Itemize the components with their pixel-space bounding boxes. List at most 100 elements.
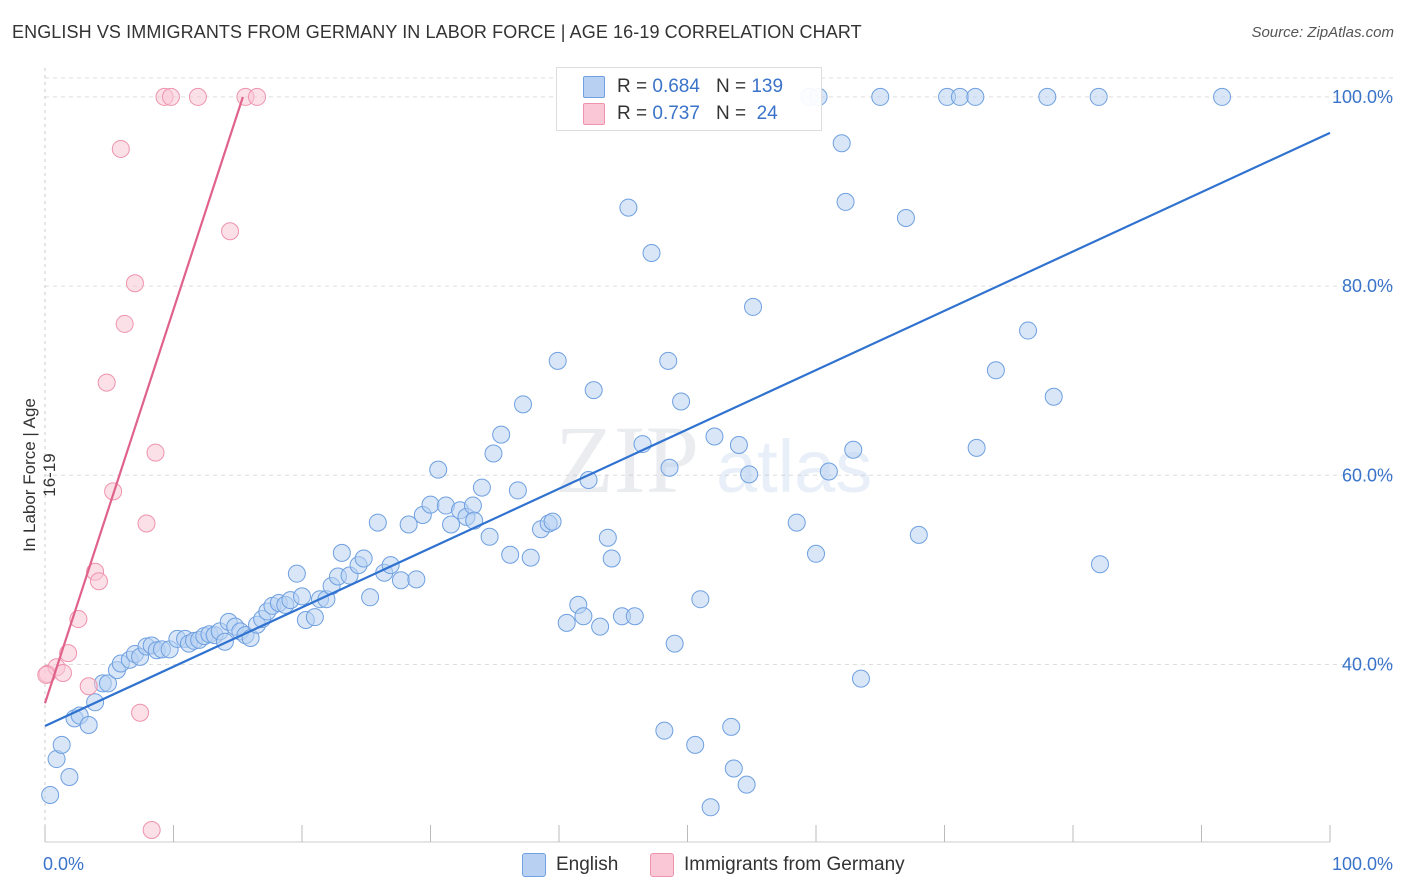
english-point	[492, 425, 511, 444]
english-point	[819, 462, 838, 481]
germany-legend-swatch	[650, 853, 674, 877]
english-point	[501, 545, 520, 564]
germany-point	[221, 222, 240, 241]
english-point	[472, 478, 491, 497]
english-point	[691, 590, 710, 609]
english-point	[967, 438, 986, 457]
english-point	[729, 436, 748, 455]
germany-point	[161, 87, 180, 106]
english-point	[98, 674, 117, 693]
english-point	[332, 543, 351, 562]
english-point	[665, 634, 684, 653]
y-tick-label: 100.0%	[1332, 87, 1393, 107]
germany-n-label: N =	[715, 103, 747, 124]
series-germany	[37, 87, 267, 839]
english-point	[966, 87, 985, 106]
english-point	[871, 87, 890, 106]
english-point	[724, 759, 743, 778]
bottom-legend-germany[interactable]: Immigrants from Germany	[650, 852, 905, 878]
english-point	[909, 525, 928, 544]
english-n-label: N =	[715, 76, 747, 97]
english-point	[361, 588, 380, 607]
y-tick-label: 40.0%	[1342, 654, 1393, 674]
english-point	[659, 351, 678, 370]
germany-point	[248, 87, 267, 106]
germany-point	[125, 274, 144, 293]
english-trend-line	[44, 131, 1331, 727]
english-point	[391, 571, 410, 590]
english-legend-label: English	[556, 854, 619, 875]
english-point	[52, 735, 71, 754]
english-point	[305, 608, 324, 627]
legend-row-english: R = 0.684 N = 139	[583, 74, 783, 100]
english-point	[442, 515, 461, 534]
english-point	[508, 481, 527, 500]
english-point	[1019, 321, 1038, 340]
english-point	[484, 444, 503, 463]
english-point	[642, 243, 661, 262]
y-tick-label: 80.0%	[1342, 276, 1393, 296]
english-point	[521, 548, 540, 567]
legend-row-germany: R = 0.737 N = 24	[583, 101, 778, 127]
germany-point	[115, 314, 134, 333]
english-point	[660, 458, 679, 477]
english-point	[293, 587, 311, 606]
tick-labels: 40.0% 60.0% 80.0% 100.0% 0.0% 100.0%	[43, 87, 1393, 874]
english-point	[655, 721, 674, 740]
chart-title: ENGLISH VS IMMIGRANTS FROM GERMANY IN LA…	[12, 22, 862, 42]
germany-swatch	[583, 103, 605, 125]
english-swatch	[583, 76, 605, 98]
english-r-value: 0.684	[652, 76, 700, 97]
english-point	[832, 134, 851, 153]
germany-point	[79, 677, 98, 696]
series-english	[41, 87, 1232, 817]
watermark-zip: ZIP	[555, 406, 699, 513]
trend-lines	[43, 96, 1331, 727]
english-point	[1089, 87, 1108, 106]
english-point	[41, 786, 60, 805]
english-r-label: R =	[617, 76, 648, 97]
english-point	[787, 513, 806, 532]
english-point	[672, 392, 691, 411]
english-point	[598, 528, 617, 547]
english-point	[740, 465, 759, 484]
english-point	[1213, 87, 1232, 106]
english-point	[844, 440, 863, 459]
stats-legend: R = 0.684 N = 139 R = 0.737 N = 24	[556, 67, 822, 131]
english-point	[584, 381, 603, 400]
germany-point	[111, 139, 130, 158]
english-point	[79, 716, 98, 735]
english-point	[514, 395, 533, 414]
english-point	[701, 798, 720, 817]
english-point	[574, 607, 593, 626]
bottom-legend-english[interactable]: English	[522, 852, 618, 878]
english-point	[1044, 387, 1063, 406]
english-point	[836, 192, 855, 211]
germany-point	[131, 703, 150, 722]
germany-r-label: R =	[617, 103, 648, 124]
germany-legend-label: Immigrants from Germany	[684, 854, 905, 875]
english-point	[1038, 87, 1057, 106]
english-point	[399, 515, 418, 534]
germany-point	[89, 572, 108, 591]
english-point	[557, 613, 576, 632]
english-n-value: 139	[751, 76, 784, 97]
english-point	[463, 496, 482, 515]
english-point	[465, 511, 484, 530]
english-point	[421, 495, 440, 514]
germany-point	[146, 443, 165, 462]
english-point	[381, 556, 400, 575]
germany-point	[137, 514, 156, 533]
english-point	[287, 564, 306, 583]
germany-trend-line	[43, 96, 244, 704]
germany-point	[142, 821, 161, 839]
gridlines	[45, 77, 1395, 665]
english-point	[950, 87, 969, 106]
english-point	[548, 351, 567, 370]
english-point	[602, 549, 621, 568]
english-point	[686, 735, 705, 754]
english-point	[722, 717, 741, 736]
english-point	[744, 297, 763, 316]
english-point	[591, 617, 610, 636]
germany-r-value: 0.737	[652, 103, 700, 124]
